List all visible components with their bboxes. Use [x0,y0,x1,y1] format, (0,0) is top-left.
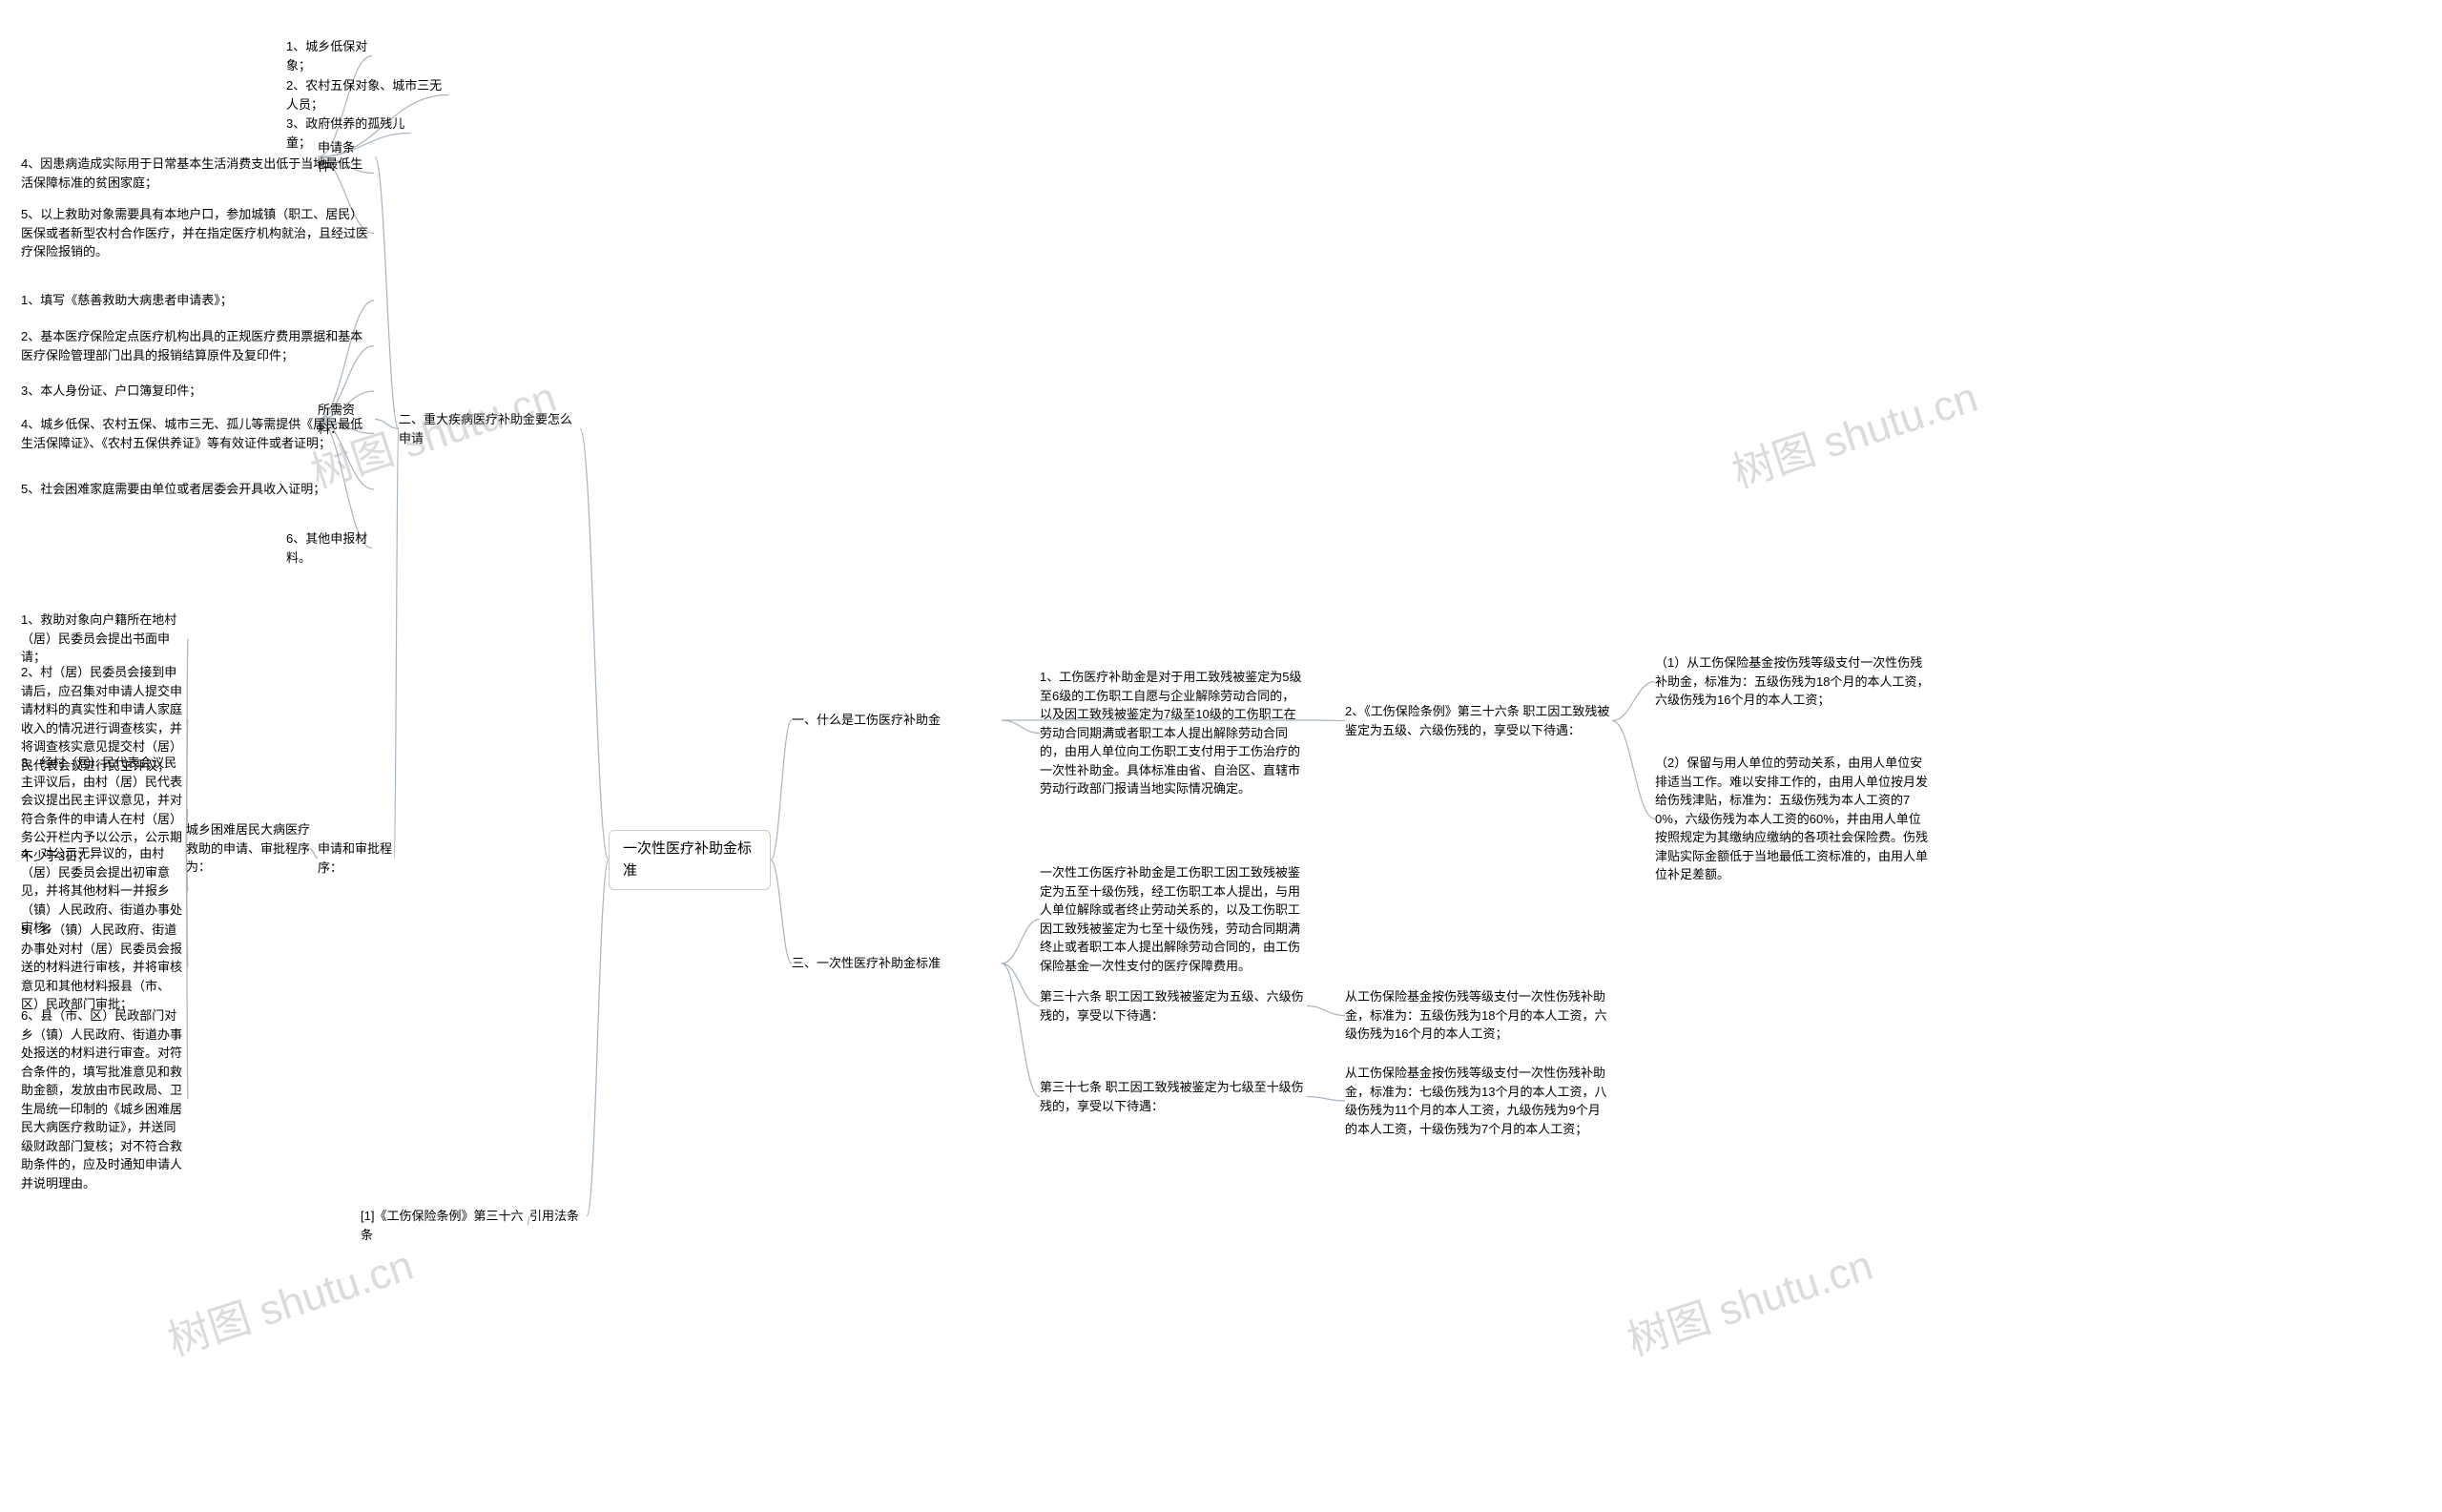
node-c1_5: 5、以上救助对象需要具有本地户口，参加城镇（职工、居民）医保或者新型农村合作医疗… [21,205,374,261]
node-c3_6: 6、县（市、区）民政部门对乡（镇）人民政府、街道办事处报送的材料进行审查。对符合… [21,1006,188,1192]
watermark: 树图 shutu.cn [1619,1231,1879,1367]
node-b3_2_1: 从工伤保险基金按伤残等级支付一次性伤残补助金，标准为：五级伤残为18个月的本人工… [1345,987,1612,1044]
node-b2: 二、重大疾病医疗补助金要怎么申请 [399,410,580,447]
watermark: 树图 shutu.cn [1724,362,1984,499]
node-b3_3_1: 从工伤保险基金按伤残等级支付一次性伤残补助金，标准为：七级伤残为13个月的本人工… [1345,1064,1612,1138]
node-b3: 三、一次性医疗补助金标准 [792,954,1002,973]
node-c2_2: 2、基本医疗保险定点医疗机构出具的正规医疗费用票据和基本医疗保险管理部门出具的报… [21,327,374,364]
node-b4: 引用法条 [529,1207,587,1226]
node-c1_4: 4、因患病造成实际用于日常基本生活消费支出低于当地最低生活保障标准的贫困家庭； [21,155,374,192]
node-c2_5: 5、社会困难家庭需要由单位或者居委会开具收入证明； [21,480,374,499]
node-b1_2_1: （1）从工伤保险基金按伤残等级支付一次性伤残补助金，标准为：五级伤残为18个月的… [1655,653,1932,710]
node-c2_3: 3、本人身份证、户口簿复印件； [21,382,374,401]
node-b3_1: 一次性工伤医疗补助金是工伤职工因工致残被鉴定为五至十级伤残，经工伤职工本人提出，… [1040,863,1307,975]
node-c3_h: 城乡困难居民大病医疗救助的申请、审批程序为： [186,820,310,877]
node-c1_3: 3、政府供养的孤残儿童； [286,114,410,152]
node-b1_2_2: （2）保留与用人单位的劳动关系，由用人单位安排适当工作。难以安排工作的，由用人单… [1655,754,1932,884]
node-root: 一次性医疗补助金标准 [609,830,771,890]
node-b2_c3: 申请和审批程序： [318,839,394,877]
node-c2_6: 6、其他申报材料。 [286,529,372,567]
node-c2_4: 4、城乡低保、农村五保、城市三无、孤儿等需提供《居民最低生活保障证》、《农村五保… [21,415,374,452]
node-b4_1: [1]《工伤保险条例》第三十六条 [361,1207,528,1244]
node-b3_3: 第三十七条 职工因工致残被鉴定为七级至十级伤残的，享受以下待遇： [1040,1078,1307,1115]
node-b1: 一、什么是工伤医疗补助金 [792,711,1002,730]
node-b1_2: 2、《工伤保险条例》第三十六条 职工因工致残被鉴定为五级、六级伤残的，享受以下待… [1345,702,1612,739]
node-c1_1: 1、城乡低保对象； [286,37,372,74]
node-c1_2: 2、农村五保对象、城市三无人员； [286,76,448,114]
node-b1_1: 1、工伤医疗补助金是对于用工致残被鉴定为5级至6级的工伤职工自愿与企业解除劳动合… [1040,668,1307,798]
watermark: 树图 shutu.cn [159,1231,420,1367]
node-b3_2: 第三十六条 职工因工致残被鉴定为五级、六级伤残的，享受以下待遇： [1040,987,1307,1025]
node-c2_1: 1、填写《慈善救助大病患者申请表》； [21,291,374,310]
node-c3_1: 1、救助对象向户籍所在地村（居）民委员会提出书面申请； [21,611,188,667]
node-c3_5: 5、乡（镇）人民政府、街道办事处对村（居）民委员会报送的材料进行审核，并将审核意… [21,921,188,1014]
